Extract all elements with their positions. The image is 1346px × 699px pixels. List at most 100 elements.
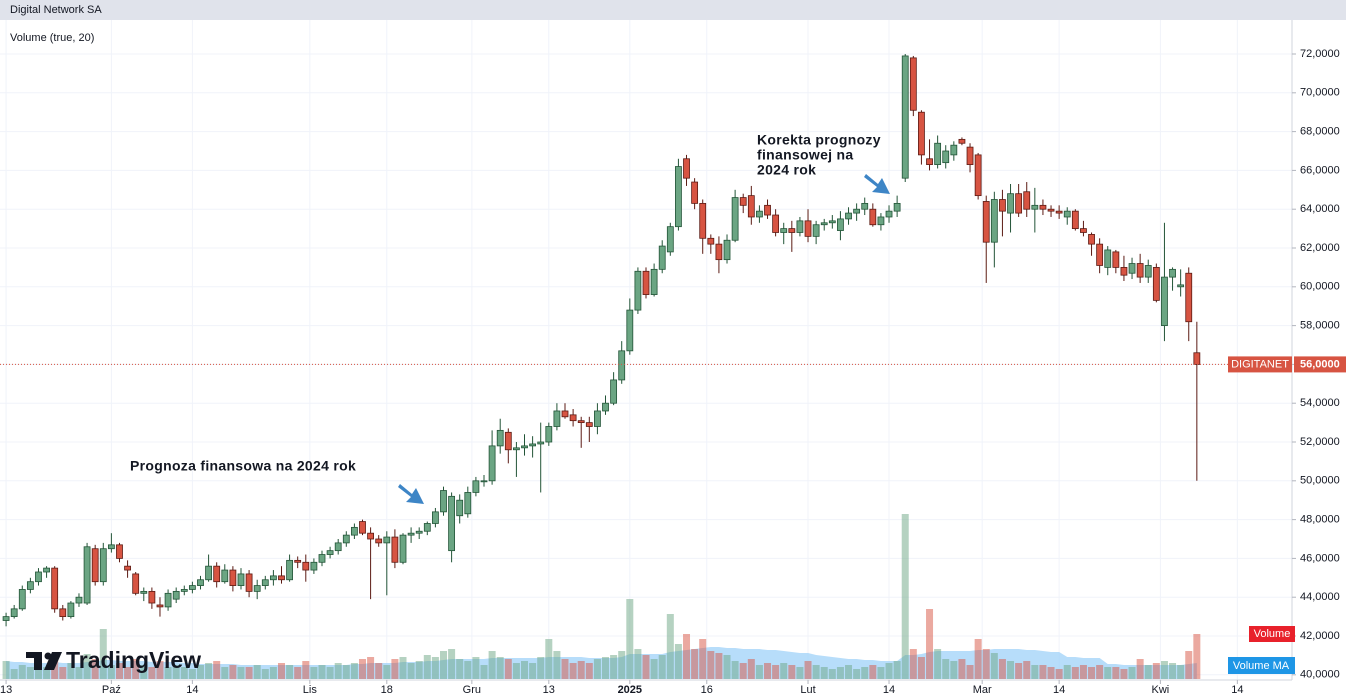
volume-bar bbox=[213, 661, 221, 679]
candle-body bbox=[1177, 284, 1185, 288]
candle-body bbox=[950, 144, 958, 156]
candle-body bbox=[521, 445, 528, 449]
volume-bar bbox=[367, 657, 375, 679]
candle-body bbox=[245, 573, 253, 592]
volume-bar bbox=[521, 661, 529, 679]
candle-body bbox=[1039, 204, 1047, 210]
candle-body bbox=[1136, 263, 1144, 278]
y-tick-label: 70,0000 bbox=[1300, 87, 1340, 99]
legend-swatch bbox=[1249, 626, 1295, 642]
candle-body bbox=[618, 350, 626, 381]
candle-body bbox=[448, 495, 456, 552]
volume-bar bbox=[666, 614, 674, 679]
volume-bar bbox=[196, 665, 204, 679]
candle-body bbox=[83, 546, 91, 604]
candle-body bbox=[561, 410, 569, 418]
volume-bar bbox=[885, 663, 893, 679]
x-tick-label: Gru bbox=[463, 684, 481, 696]
candle-body bbox=[51, 567, 59, 610]
candle-body bbox=[845, 212, 852, 220]
volume-bar bbox=[310, 667, 318, 679]
volume-bar bbox=[245, 667, 253, 679]
candle-body bbox=[926, 158, 933, 165]
legend-label: Volume bbox=[1254, 628, 1291, 640]
candle-body bbox=[504, 431, 512, 451]
volume-bar bbox=[699, 639, 707, 679]
volume-bar bbox=[877, 667, 885, 679]
candle-body bbox=[1193, 352, 1201, 365]
candle-body bbox=[723, 239, 731, 261]
candle-body bbox=[634, 270, 642, 311]
candle-body bbox=[966, 146, 974, 165]
candle-body bbox=[1152, 267, 1160, 301]
candle-body bbox=[407, 532, 415, 536]
volume-bar bbox=[618, 651, 626, 679]
y-tick-label: 66,0000 bbox=[1300, 164, 1340, 176]
volume-bar bbox=[302, 661, 310, 679]
volume-bar bbox=[569, 663, 577, 679]
volume-bar bbox=[480, 665, 488, 679]
x-tick-label: 14 bbox=[1053, 684, 1065, 696]
candle-body bbox=[739, 197, 747, 206]
candle-body bbox=[99, 548, 107, 583]
volume-bar bbox=[950, 661, 958, 679]
candle-body bbox=[780, 228, 788, 233]
candle-body bbox=[982, 201, 990, 243]
logo-mark bbox=[44, 652, 62, 670]
volume-bar bbox=[755, 665, 763, 679]
volume-bar bbox=[772, 665, 780, 679]
volume-bar bbox=[893, 661, 901, 679]
candle-body bbox=[861, 202, 869, 210]
candle-body bbox=[164, 592, 172, 608]
y-tick-label: 58,0000 bbox=[1300, 320, 1340, 332]
volume-bar bbox=[998, 659, 1006, 679]
candle-body bbox=[999, 199, 1006, 212]
candle-body bbox=[545, 426, 553, 443]
volume-bar bbox=[1104, 667, 1112, 679]
time-axis bbox=[0, 680, 1346, 699]
volume-bar bbox=[1193, 634, 1201, 679]
candle-body bbox=[472, 480, 480, 493]
candle-body bbox=[877, 216, 885, 226]
candle-body bbox=[10, 608, 18, 618]
candle-body bbox=[691, 181, 699, 204]
candle-body bbox=[788, 228, 796, 233]
candle-body bbox=[885, 210, 893, 218]
candle-body bbox=[456, 499, 464, 517]
candle-body bbox=[334, 542, 342, 552]
candle-body bbox=[148, 590, 156, 604]
volume-bar bbox=[67, 663, 75, 679]
x-tick-label: 2025 bbox=[618, 684, 642, 696]
candle-body bbox=[909, 57, 917, 111]
volume-bar bbox=[504, 659, 512, 679]
candle-body bbox=[1161, 276, 1168, 327]
annotation: Prognoza finansowa na 2024 rok bbox=[130, 458, 356, 474]
volume-bar bbox=[253, 665, 261, 679]
candles bbox=[0, 54, 1292, 627]
candle-body bbox=[375, 538, 383, 544]
volume-bar bbox=[1063, 665, 1071, 679]
volume-bar bbox=[391, 659, 399, 679]
candle-body bbox=[569, 414, 577, 422]
axes: 40,0000 42,0000 44,0000 46,0000 48,0000 50,00… bbox=[0, 48, 1346, 696]
candle-body bbox=[75, 596, 83, 604]
candle-body bbox=[820, 222, 828, 226]
volume-bar bbox=[1088, 667, 1096, 679]
x-tick-label: 13 bbox=[0, 684, 12, 696]
volume-bar bbox=[796, 667, 804, 679]
volume-bar bbox=[731, 661, 739, 679]
symbol-tag bbox=[1228, 356, 1292, 373]
candle-body bbox=[1047, 208, 1055, 212]
candle-body bbox=[1112, 251, 1120, 268]
candle-body bbox=[1063, 210, 1071, 218]
volume-bar bbox=[407, 663, 415, 679]
volume-bar bbox=[1169, 663, 1177, 679]
logo-mark bbox=[34, 652, 42, 670]
logo-text: TradingView bbox=[66, 647, 201, 673]
candle-body bbox=[367, 532, 374, 540]
volume-bar bbox=[132, 659, 140, 679]
candle-body bbox=[269, 575, 277, 581]
candle-body bbox=[675, 166, 682, 228]
candle-body bbox=[1128, 263, 1136, 274]
annotation-arrow bbox=[864, 174, 890, 194]
